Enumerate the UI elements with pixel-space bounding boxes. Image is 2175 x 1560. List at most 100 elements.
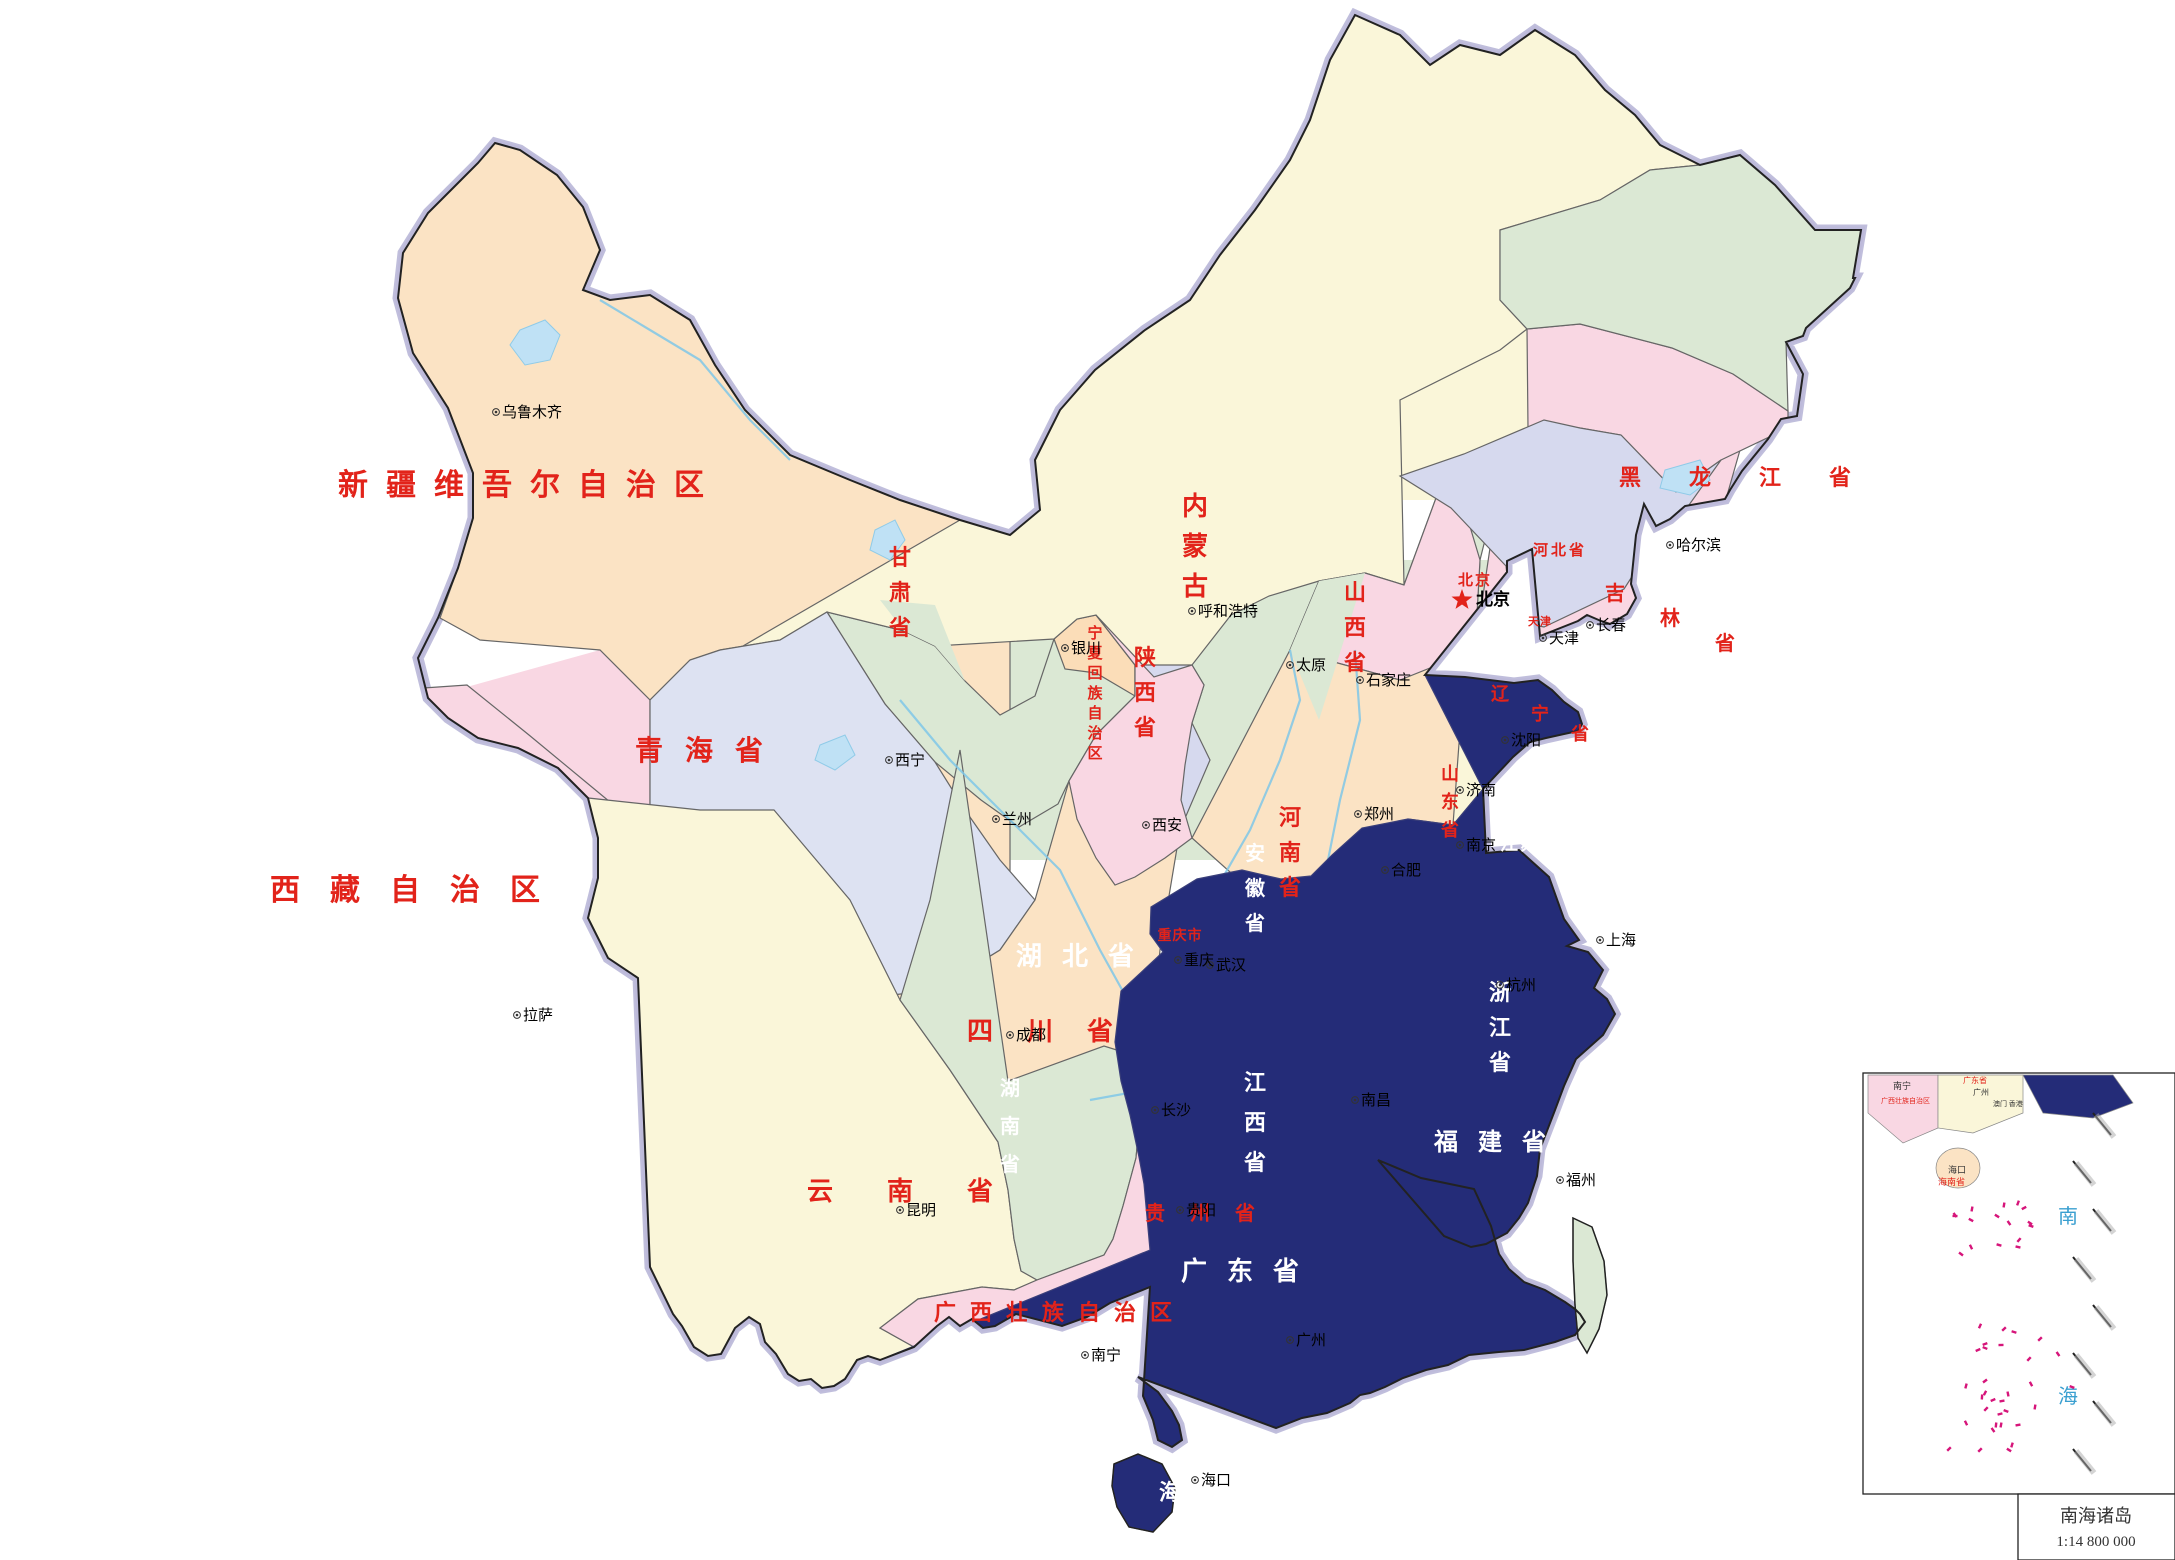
svg-text:内: 内 (1182, 491, 1208, 521)
svg-text:湖北省: 湖北省 (1016, 941, 1154, 971)
svg-text:云: 云 (807, 1176, 833, 1206)
svg-text:福建省: 福建省 (1433, 1129, 1566, 1156)
svg-text:西藏自治区: 西藏自治区 (270, 874, 570, 907)
svg-text:黑: 黑 (1619, 465, 1641, 490)
svg-text:省: 省 (1714, 632, 1735, 655)
svg-text:哈尔滨: 哈尔滨 (1676, 537, 1721, 554)
svg-text:沈阳: 沈阳 (1511, 732, 1541, 749)
svg-text:古: 古 (1182, 571, 1208, 601)
svg-text:辽: 辽 (1491, 684, 1510, 704)
svg-text:省: 省 (888, 615, 911, 640)
svg-text:安: 安 (1245, 841, 1265, 865)
svg-text:兰州: 兰州 (1002, 811, 1032, 828)
svg-text:南宁: 南宁 (1893, 1080, 1911, 1091)
svg-text:广州: 广州 (1973, 1087, 1989, 1097)
svg-text:南京: 南京 (1466, 837, 1496, 854)
svg-text:南: 南 (1279, 840, 1301, 865)
svg-text:天津: 天津 (1549, 630, 1579, 647)
svg-text:省: 省 (1244, 912, 1265, 935)
svg-text:省: 省 (1086, 1016, 1113, 1046)
svg-text:山: 山 (1344, 580, 1366, 605)
svg-text:西: 西 (1344, 615, 1366, 640)
svg-text:天津: 天津 (1528, 614, 1552, 628)
svg-text:济南: 济南 (1466, 782, 1496, 799)
svg-text:省: 省 (1243, 1150, 1266, 1175)
svg-text:澳门 香港: 澳门 香港 (1993, 1099, 2023, 1108)
svg-text:自: 自 (1087, 704, 1102, 722)
svg-text:成都: 成都 (1016, 1027, 1046, 1044)
svg-text:陕: 陕 (1134, 645, 1156, 670)
svg-text:省: 省 (1234, 1202, 1255, 1225)
svg-text:海: 海 (2058, 1385, 2078, 1408)
svg-text:广州: 广州 (1296, 1332, 1326, 1349)
svg-text:西安: 西安 (1152, 817, 1182, 834)
svg-text:省: 省 (1343, 650, 1366, 675)
svg-text:银川: 银川 (1071, 640, 1101, 657)
svg-text:贵: 贵 (1145, 1202, 1165, 1225)
svg-text:省: 省 (1278, 875, 1301, 900)
svg-text:省: 省 (1488, 1050, 1511, 1075)
svg-text:广东省: 广东省 (1963, 1075, 1987, 1085)
svg-text:海口: 海口 (1201, 1472, 1231, 1489)
svg-text:肃: 肃 (889, 580, 911, 605)
svg-text:省: 省 (1828, 465, 1851, 490)
svg-text:河北省: 河北省 (1533, 541, 1587, 559)
svg-text:北京: 北京 (1458, 571, 1492, 589)
svg-text:族: 族 (1087, 684, 1103, 702)
svg-text:蒙: 蒙 (1182, 531, 1208, 561)
svg-text:东: 东 (1441, 791, 1459, 812)
svg-text:省: 省 (1440, 819, 1459, 840)
svg-text:长沙: 长沙 (1161, 1102, 1191, 1119)
svg-text:南海诸岛: 南海诸岛 (2060, 1506, 2132, 1526)
svg-text:呼和浩特: 呼和浩特 (1198, 603, 1258, 620)
svg-text:杭州: 杭州 (1506, 977, 1536, 994)
svg-text:西: 西 (1244, 1110, 1266, 1135)
svg-text:1:14 800 000: 1:14 800 000 (2056, 1534, 2135, 1550)
svg-text:南: 南 (1000, 1115, 1020, 1138)
svg-text:海南省: 海南省 (1938, 1176, 1965, 1187)
svg-text:福州: 福州 (1566, 1172, 1596, 1189)
svg-text:省: 省 (1570, 723, 1589, 744)
svg-text:西宁: 西宁 (895, 752, 925, 769)
svg-text:江: 江 (1489, 1015, 1511, 1040)
svg-text:海口: 海口 (1948, 1164, 1966, 1175)
svg-text:宁: 宁 (1531, 703, 1549, 724)
svg-text:林: 林 (1660, 606, 1680, 630)
svg-text:西: 西 (1134, 680, 1156, 705)
svg-text:上海: 上海 (1606, 932, 1636, 949)
svg-text:吉: 吉 (1605, 582, 1625, 605)
svg-text:龙: 龙 (1689, 465, 1711, 490)
svg-text:重庆市: 重庆市 (1158, 927, 1203, 943)
svg-text:江: 江 (1759, 465, 1781, 490)
svg-text:省: 省 (999, 1153, 1020, 1176)
svg-text:新疆维吾尔自治区: 新疆维吾尔自治区 (338, 469, 722, 502)
svg-text:太原: 太原 (1296, 657, 1326, 674)
svg-text:江: 江 (1244, 1070, 1266, 1095)
svg-text:南昌: 南昌 (1361, 1092, 1391, 1109)
svg-text:山: 山 (1441, 764, 1459, 784)
svg-text:南宁: 南宁 (1091, 1347, 1121, 1364)
svg-text:重庆: 重庆 (1184, 952, 1214, 969)
svg-text:四: 四 (967, 1016, 993, 1046)
svg-text:昆明: 昆明 (906, 1202, 936, 1219)
svg-text:省: 省 (1133, 715, 1156, 740)
svg-text:拉萨: 拉萨 (523, 1007, 553, 1024)
svg-text:合肥: 合肥 (1391, 862, 1421, 879)
svg-text:江苏省: 江苏省 (1500, 833, 1560, 854)
svg-text:区: 区 (1087, 745, 1102, 762)
svg-text:广西壮族自治区: 广西壮族自治区 (1881, 1096, 1930, 1105)
svg-text:广西壮族自治区: 广西壮族自治区 (934, 1300, 1186, 1325)
svg-text:长春: 长春 (1596, 617, 1626, 634)
svg-text:湖: 湖 (1000, 1077, 1020, 1100)
svg-text:治: 治 (1087, 724, 1102, 742)
svg-text:郑州: 郑州 (1364, 806, 1394, 823)
svg-text:徽: 徽 (1244, 876, 1266, 900)
svg-text:贵阳: 贵阳 (1186, 1202, 1216, 1219)
svg-text:省: 省 (966, 1176, 993, 1206)
svg-text:武汉: 武汉 (1216, 957, 1246, 974)
svg-text:广东省: 广东省 (1181, 1256, 1319, 1286)
svg-text:石家庄: 石家庄 (1366, 671, 1411, 689)
svg-text:回: 回 (1087, 665, 1102, 682)
svg-text:青海省: 青海省 (635, 735, 785, 766)
svg-text:河: 河 (1279, 805, 1301, 830)
